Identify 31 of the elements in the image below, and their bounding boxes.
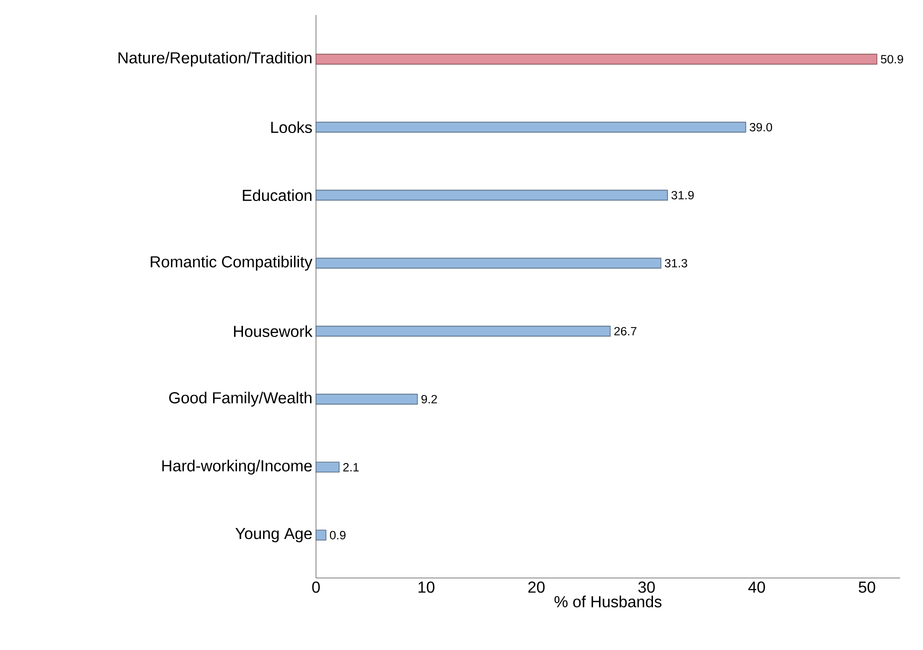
- data-label: 39.0: [750, 122, 772, 132]
- y-tick-label: Hard-working/Income: [162, 460, 312, 475]
- bar: [316, 530, 326, 541]
- data-label: 31.9: [671, 190, 694, 200]
- x-tick-label: 0: [312, 582, 320, 593]
- y-tick-label: Education: [242, 189, 312, 202]
- x-axis-title: % of Husbands: [554, 596, 662, 608]
- bar: [316, 190, 668, 201]
- data-label: 2.1: [343, 462, 359, 472]
- bar: [316, 394, 418, 405]
- data-label: 50.9: [880, 54, 904, 64]
- bar: [316, 258, 662, 269]
- bar: [316, 326, 611, 337]
- bar: [316, 122, 746, 133]
- y-tick-label: Romantic Compatibility: [150, 256, 312, 271]
- bar: [316, 54, 878, 65]
- y-tick-label: Looks: [271, 121, 312, 134]
- data-label: 0.9: [330, 530, 346, 540]
- data-label: 26.7: [614, 326, 636, 336]
- data-label: 31.3: [664, 258, 688, 268]
- x-tick-label: 20: [528, 582, 545, 593]
- y-tick-label: Young Age: [235, 528, 312, 542]
- x-tick-label: 10: [418, 582, 434, 593]
- y-tick-label: Nature/Reputation/Tradition: [118, 52, 312, 67]
- bar: [316, 462, 340, 473]
- x-tick-label: 30: [638, 582, 655, 593]
- x-tick-label: 40: [748, 582, 765, 593]
- y-tick-label: Good Family/Wealth: [169, 392, 312, 407]
- data-label: 9.2: [421, 394, 437, 404]
- y-tick-label: Housework: [234, 325, 312, 338]
- x-tick-label: 50: [858, 582, 876, 593]
